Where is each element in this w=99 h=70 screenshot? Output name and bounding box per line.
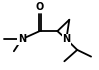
- Text: N: N: [62, 34, 70, 44]
- Text: O: O: [35, 2, 44, 12]
- Text: N: N: [18, 34, 26, 44]
